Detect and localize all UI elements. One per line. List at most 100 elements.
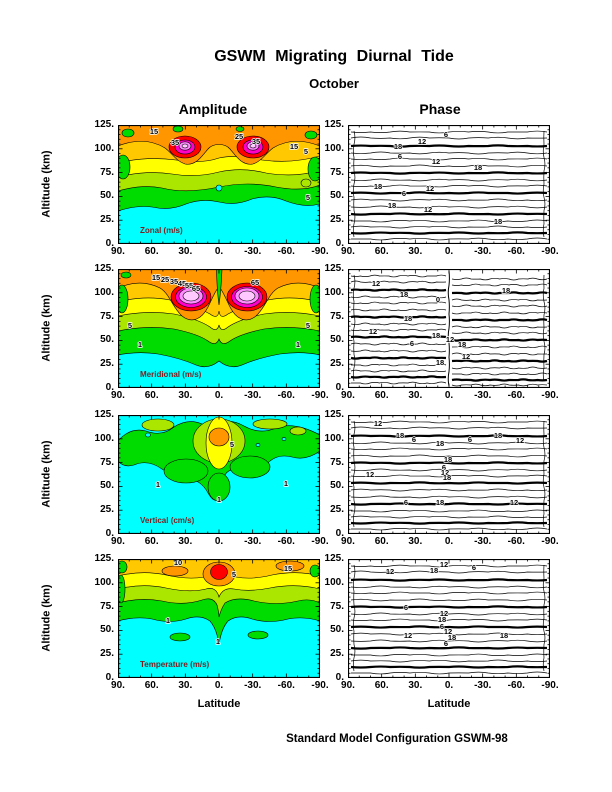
x-axis-ticks: 90. 60. 30. 0. -30. -60. -90. <box>331 390 567 402</box>
column-header-phase: Phase <box>419 101 461 117</box>
x-tick-label: 30. <box>408 390 423 401</box>
y-tick-label: 125. <box>324 119 344 130</box>
contour-label: 6 <box>444 130 448 139</box>
contour-label: 12 <box>372 279 380 288</box>
contour-label: 12 <box>369 327 377 336</box>
contour-label: 12 <box>440 609 448 618</box>
y-tick-label: 100. <box>94 432 114 444</box>
y-tick-label: 50. <box>100 480 114 492</box>
x-tick-label: 30. <box>178 390 193 401</box>
contour-label: 18 <box>436 439 444 448</box>
contour-label: 6 <box>398 152 402 161</box>
contour-label: 12 <box>446 335 454 344</box>
contour-label: 15 <box>150 127 158 136</box>
contour-label: 15 <box>284 564 292 573</box>
contour-label: 18 <box>448 633 456 642</box>
x-tick-label: -90. <box>311 390 329 401</box>
y-tick-label: 50. <box>330 334 344 346</box>
contour-label: 12 <box>366 470 374 479</box>
y-tick-label: 50. <box>330 190 344 202</box>
contour-label: 5 <box>128 321 132 330</box>
x-tick-label: -30. <box>244 246 262 257</box>
y-axis-ticks: 125. 100. 75. 50. 25. 0. <box>74 409 114 539</box>
y-tick-label: 25. <box>100 504 114 516</box>
contour-label: 65 <box>251 278 259 287</box>
contour-label: 18 <box>444 455 452 464</box>
meridional-phase-plot: 12 18 0 18 18 12 18 6 12 18 12 18 <box>348 269 550 388</box>
x-axis-ticks: 90. 60. 30. 0. -30. -60. -90. <box>101 536 337 548</box>
y-tick-label: 75. <box>330 310 344 322</box>
x-tick-label: 60. <box>374 680 389 691</box>
y-tick-label: 75. <box>330 166 344 178</box>
y-tick-label: 50. <box>100 624 114 636</box>
panel-label-temperature: Temperature (m/s) <box>140 660 210 669</box>
contour-label: 6 <box>410 339 414 348</box>
contour-label: 6 <box>472 563 476 572</box>
x-tick-label: -60. <box>507 390 525 401</box>
x-tick-label: -30. <box>244 536 262 547</box>
y-tick-label: 125. <box>94 553 114 564</box>
y-tick-label: 75. <box>100 456 114 468</box>
contour-label: 35 <box>171 138 179 147</box>
column-header-amplitude: Amplitude <box>178 101 248 117</box>
contour-label: 18 <box>500 631 508 640</box>
contour-label: 6 <box>412 435 416 444</box>
y-tick-label: 100. <box>324 432 344 444</box>
contour-label: 5 <box>304 147 308 156</box>
contour-label: 18 <box>494 217 502 226</box>
contour-label: 12 <box>424 205 432 214</box>
y-tick-label: 50. <box>330 624 344 636</box>
contour-label: 12 <box>440 560 448 569</box>
y-tick-label: 125. <box>324 263 344 274</box>
x-tick-label: 90. <box>341 680 355 691</box>
x-tick-label: -60. <box>277 390 295 401</box>
contour-label: 12 <box>404 631 412 640</box>
x-tick-label: 0. <box>214 390 224 401</box>
contour-label: 15 <box>290 142 298 151</box>
y-axis-title: Altitude (km) <box>40 584 53 652</box>
contour-label: 18 <box>443 473 451 482</box>
y-tick-label: 75. <box>100 166 114 178</box>
y-tick-label: 125. <box>324 409 344 420</box>
x-axis-ticks: 90. 60. 30. 0. -30. -60. -90. <box>101 390 337 402</box>
x-tick-label: 30. <box>178 680 193 691</box>
x-tick-label: 0. <box>214 680 224 691</box>
x-tick-label: 0. <box>444 680 454 691</box>
y-axis-ticks: 125. 100. 75. 50. 25. 0. <box>318 119 344 249</box>
contour-label: 45 <box>178 279 186 288</box>
panel-label-vertical: Vertical (cm/s) <box>140 516 195 525</box>
y-tick-label: 75. <box>330 600 344 612</box>
y-axis-ticks: 125. 100. 75. 50. 25. 0. <box>74 553 114 683</box>
x-axis-ticks: 90. 60. 30. 0. -30. -60. -90. <box>331 246 567 258</box>
figure-title: GSWM Migrating Diurnal Tide <box>214 48 454 65</box>
x-tick-label: -90. <box>311 246 329 257</box>
contour-label: 6 <box>404 603 408 612</box>
x-tick-label: -60. <box>277 246 295 257</box>
x-tick-label: 90. <box>341 536 355 547</box>
contour-label: 12 <box>386 567 394 576</box>
y-tick-label: 25. <box>330 214 344 226</box>
x-tick-label: -90. <box>541 680 559 691</box>
y-tick-label: 50. <box>100 190 114 202</box>
contour-label: 18 <box>388 201 396 210</box>
contour-label: 25 <box>161 275 169 284</box>
y-tick-label: 25. <box>100 358 114 370</box>
y-tick-label: 125. <box>324 553 344 564</box>
y-axis-ticks: 125. 100. 75. 50. 25. 0. <box>74 263 114 393</box>
y-tick-label: 0. <box>335 528 344 539</box>
x-tick-label: 30. <box>408 680 423 691</box>
contour-label: 6 <box>442 463 446 472</box>
contour-label: 5 <box>306 193 310 202</box>
contour-label: 25 <box>235 132 243 141</box>
y-tick-label: 100. <box>94 142 114 154</box>
figure-subtitle: October <box>309 76 359 91</box>
y-tick-label: 100. <box>324 142 344 154</box>
panel-label-zonal: Zonal (m/s) <box>140 226 183 235</box>
zonal-amplitude-plot: Zonal (m/s) 35 25 35 15 5 5 15 <box>118 125 320 244</box>
x-tick-label: 0. <box>444 390 454 401</box>
x-tick-label: 0. <box>444 246 454 257</box>
contour-label: 18 <box>436 358 444 367</box>
contour-label: 6 <box>468 435 472 444</box>
